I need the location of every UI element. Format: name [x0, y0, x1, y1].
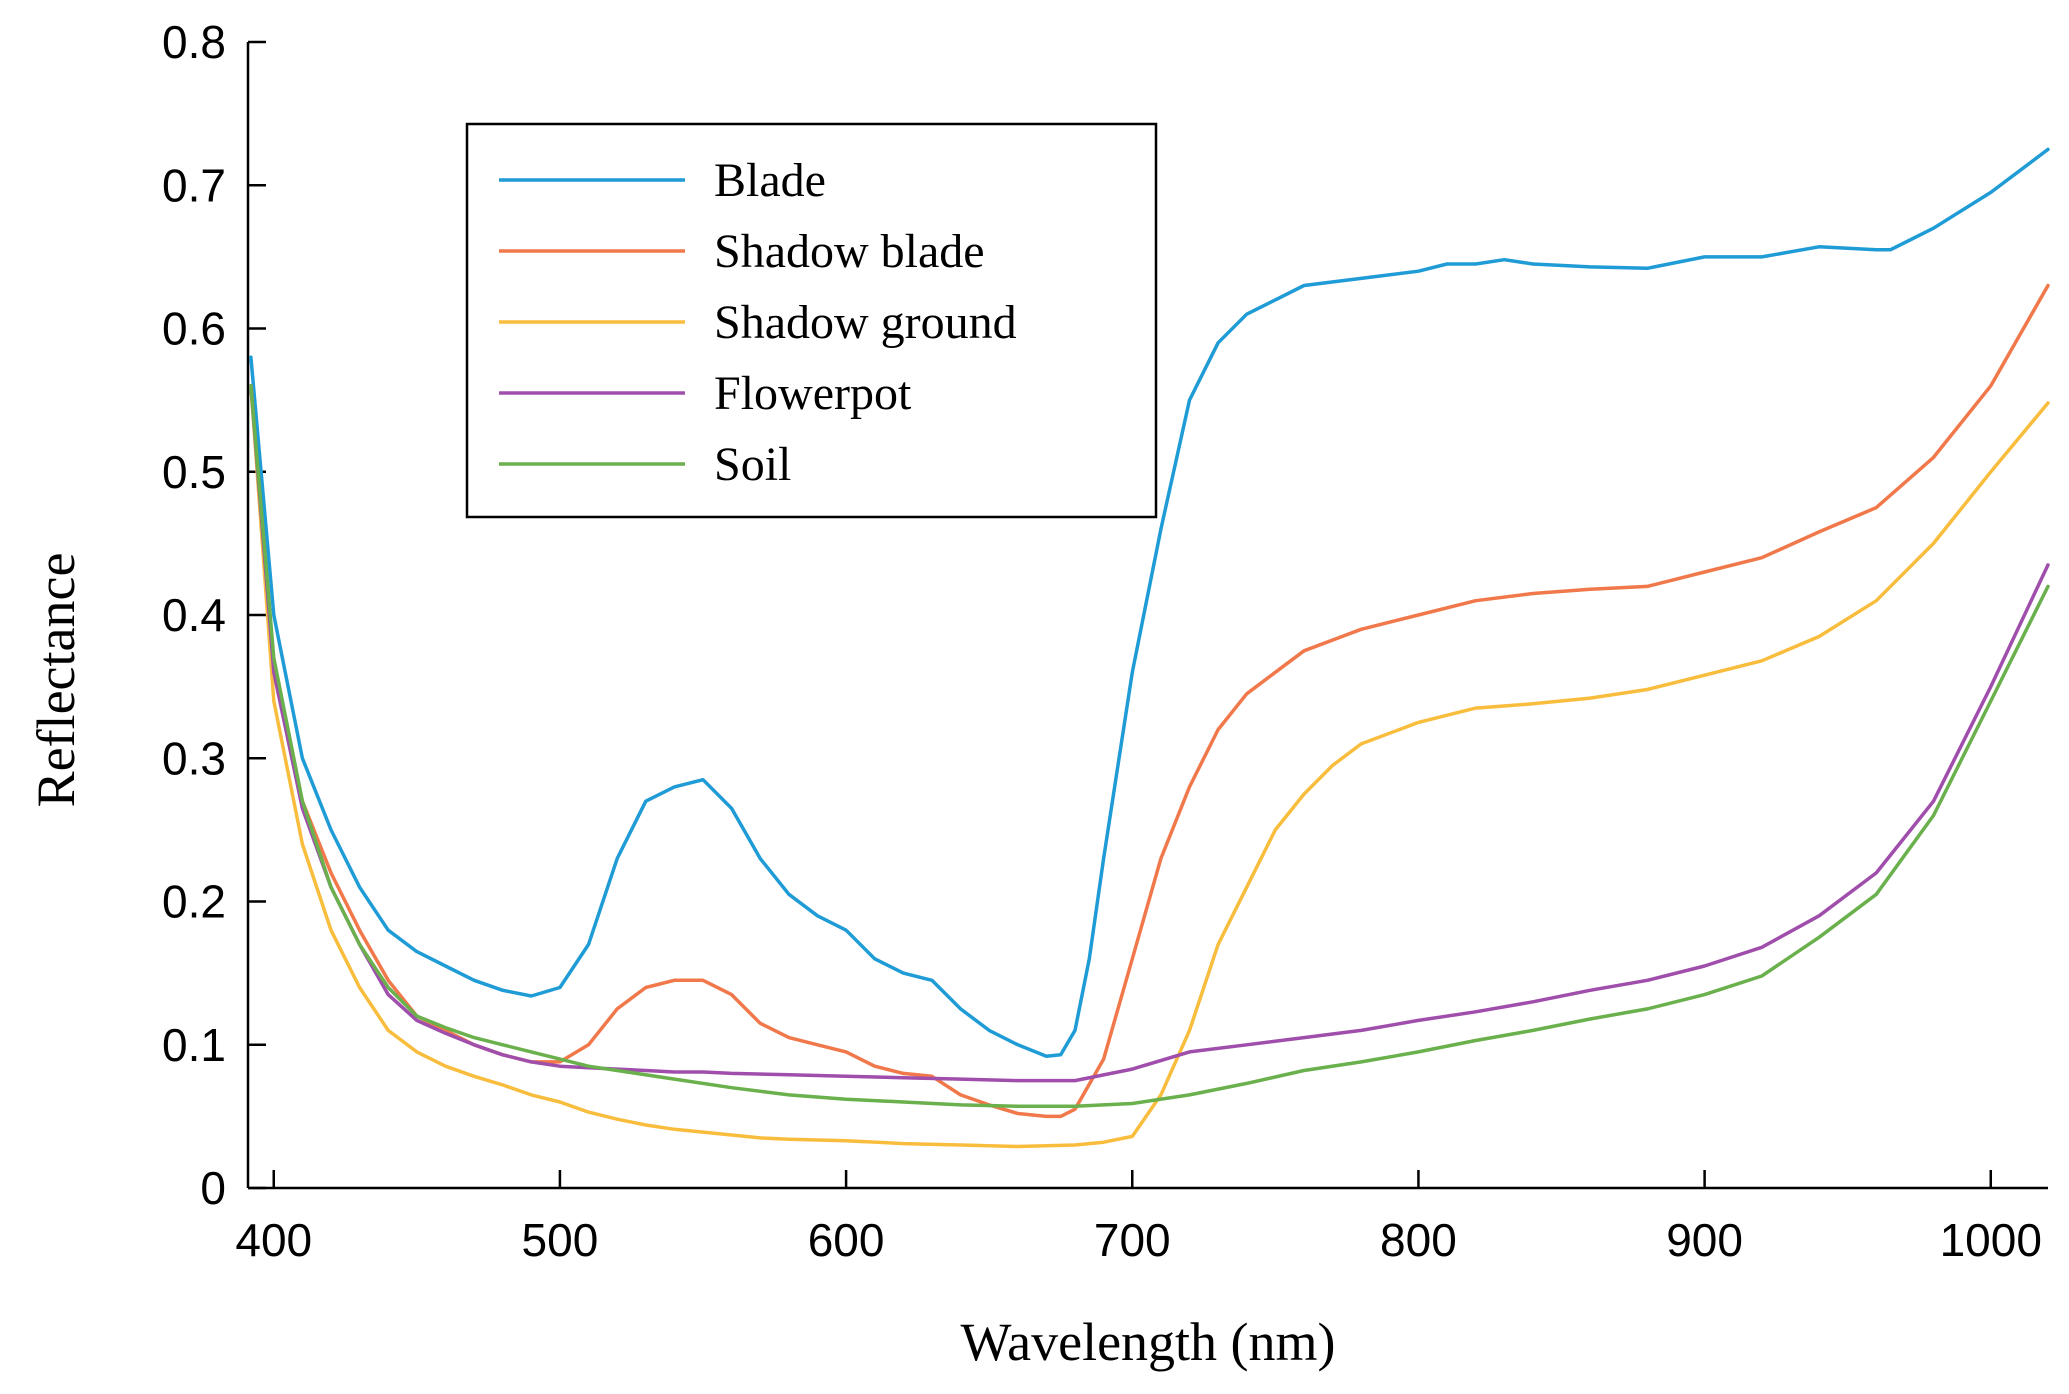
y-tick-label: 0.2: [162, 876, 226, 928]
y-tick-label: 0.7: [162, 159, 226, 211]
legend-label: Shadow blade: [714, 225, 985, 278]
x-axis-title: Wavelength (nm): [960, 1312, 1335, 1372]
y-tick-label: 0.8: [162, 16, 226, 68]
y-tick-label: 0.4: [162, 589, 226, 641]
y-tick-label: 0: [200, 1162, 226, 1214]
series-line-blade: [249, 147, 2050, 1058]
y-tick-label: 0.1: [162, 1019, 226, 1071]
y-tick-label: 0.6: [162, 303, 226, 355]
series-line-soil: [249, 384, 2050, 1109]
x-tick-label: 900: [1666, 1214, 1743, 1266]
axes: 0 0.1 0.2 0.3 0.4 0.5 0.6 0.7 0.8 400 500 600 700 800…: [162, 16, 2048, 1266]
x-tick-label: 400: [235, 1214, 312, 1266]
x-tick-label: 1000: [1940, 1214, 2042, 1266]
x-tick-label: 800: [1380, 1214, 1457, 1266]
x-tick-label: 600: [808, 1214, 885, 1266]
y-axis-title: Reflectance: [26, 553, 86, 808]
legend-label: Shadow ground: [714, 296, 1017, 349]
legend-label: Blade: [714, 154, 826, 207]
legend: Blade Shadow blade Shadow ground Flowerpot S…: [465, 122, 1158, 519]
x-tick-label: 500: [522, 1214, 599, 1266]
y-tick-label: 0.5: [162, 446, 226, 498]
y-tick-label: 0.3: [162, 732, 226, 784]
legend-label: Soil: [714, 438, 791, 491]
series-layer: [249, 147, 2050, 1149]
x-tick-label: 700: [1094, 1214, 1171, 1266]
series-line-shadow-ground: [249, 384, 2050, 1149]
legend-label: Flowerpot: [714, 367, 912, 420]
series-line-flowerpot: [249, 384, 2050, 1083]
